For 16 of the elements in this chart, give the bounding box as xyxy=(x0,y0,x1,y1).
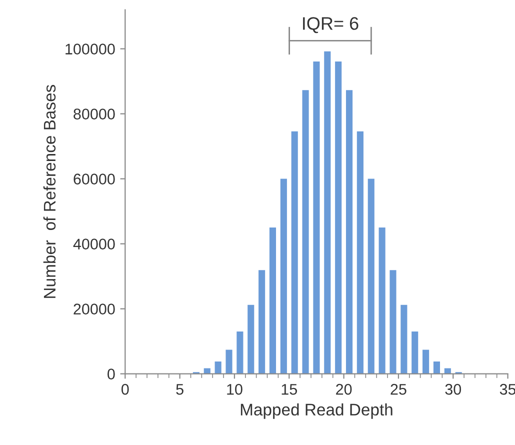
y-tick-label: 40000 xyxy=(73,238,115,250)
x-tick-label: 10 xyxy=(227,384,242,395)
x-tick-label: 0 xyxy=(121,384,129,395)
x-tick-label: 20 xyxy=(336,384,352,395)
x-tick-label: 30 xyxy=(445,384,462,395)
x-tick-label: 25 xyxy=(390,384,406,395)
x-axis-title: Mapped Read Depth xyxy=(240,403,392,419)
y-axis-title: Number of Reference Bases xyxy=(43,84,56,298)
y-tick-label: 0 xyxy=(108,368,115,380)
y-tick-label: 100000 xyxy=(66,44,115,54)
x-tick-label: 5 xyxy=(176,384,184,395)
x-tick-label: 15 xyxy=(282,384,297,395)
y-tick-label: 80000 xyxy=(74,108,115,120)
y-tick-label: 60000 xyxy=(74,174,115,184)
y-tick-label: 20000 xyxy=(74,304,115,314)
annotation: IQR= 6 xyxy=(303,17,358,34)
